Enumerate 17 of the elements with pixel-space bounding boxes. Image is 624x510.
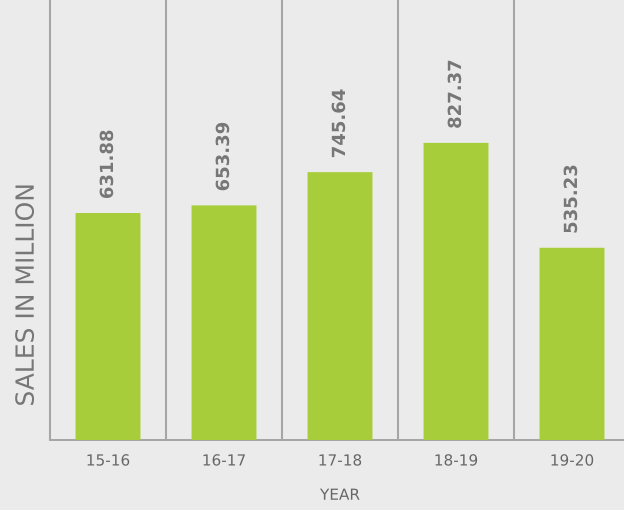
y-axis-title: SALES IN MILLION [15,185,34,405]
x-tick-label: 19-20 [551,454,594,466]
bar [540,248,604,440]
data-label: 535.23 [564,166,578,232]
bar [308,172,372,440]
bar [76,213,140,440]
data-label: 745.64 [332,89,346,158]
x-tick-label: 17-18 [319,454,362,466]
data-label: 827.37 [448,60,462,128]
bar [424,142,488,440]
data-label: 653.39 [216,122,230,190]
x-tick-label: 18-19 [435,454,478,466]
bar [192,205,256,440]
x-tick-label: 16-17 [203,454,245,466]
x-tick-label: 15-16 [87,454,130,466]
x-axis-title: YEAR [320,488,360,500]
data-label: 631.88 [100,130,114,198]
